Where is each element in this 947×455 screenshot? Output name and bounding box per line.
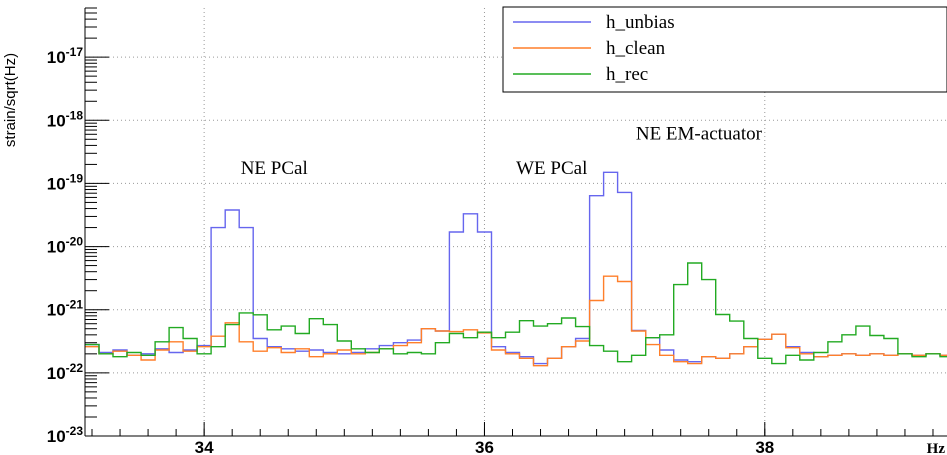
y-tick-exponent: -23 xyxy=(66,424,84,438)
y-tick-exponent: -22 xyxy=(66,361,84,375)
x-tick-label: 36 xyxy=(475,438,494,455)
series-h-rec xyxy=(85,262,947,365)
y-tick-exponent: -18 xyxy=(66,108,84,122)
y-tick-exponent: -20 xyxy=(66,235,84,249)
x-tick-label: 34 xyxy=(195,438,214,455)
annotation: NE EM-actuator xyxy=(636,123,763,144)
y-axis-label: strain/sqrt(Hz) xyxy=(2,53,19,147)
y-tick-exponent: -21 xyxy=(66,298,84,312)
y-tick-exponent: -19 xyxy=(66,171,84,185)
annotations: NE PCal WE PCal NE EM-actuator xyxy=(241,123,763,179)
legend-label: h_clean xyxy=(606,38,666,59)
legend: h_unbias h_clean h_rec xyxy=(502,6,947,93)
legend-box xyxy=(502,6,947,93)
legend-label: h_rec xyxy=(606,64,648,85)
annotation: NE PCal xyxy=(241,158,308,179)
annotation: WE PCal xyxy=(516,158,587,179)
y-tick-exponent: -17 xyxy=(66,45,84,59)
x-axis-label: Hz xyxy=(927,441,946,455)
series-h-clean xyxy=(85,275,947,367)
series-layer xyxy=(85,171,947,367)
grid xyxy=(85,8,947,437)
legend-label: h_unbias xyxy=(606,12,675,33)
x-tick-label: 38 xyxy=(755,438,774,455)
